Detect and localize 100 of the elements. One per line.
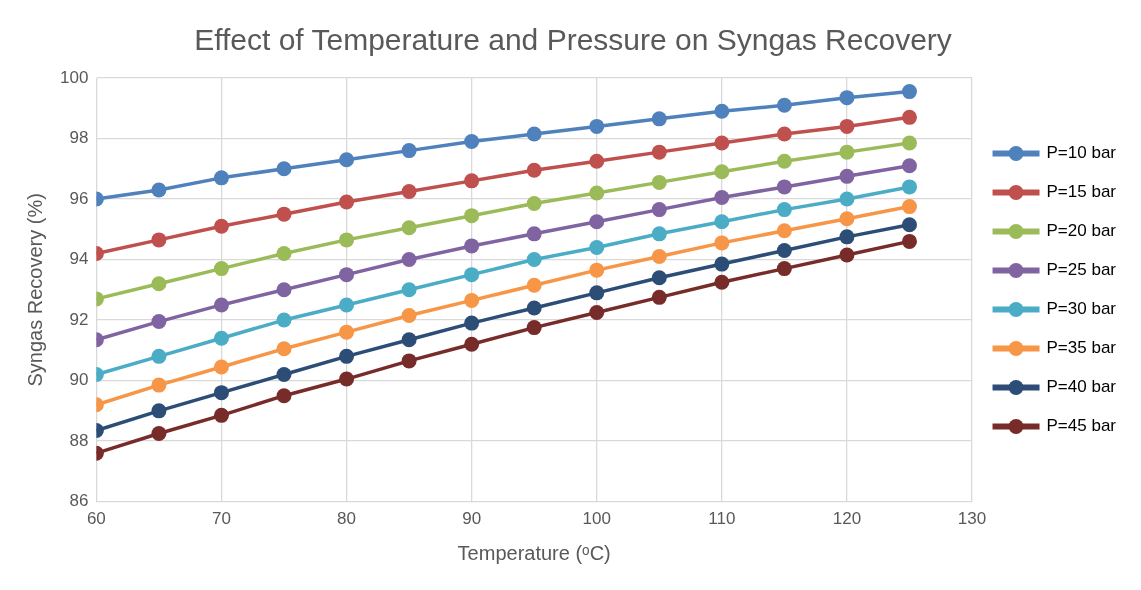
point — [151, 377, 167, 393]
point — [151, 403, 167, 419]
point — [276, 282, 292, 298]
point — [776, 242, 792, 258]
point — [651, 289, 667, 305]
point — [651, 270, 667, 286]
legend-label: P=20 bar — [1046, 221, 1117, 241]
point — [526, 300, 542, 316]
point — [213, 297, 229, 313]
y-tick-label: 90 — [69, 370, 89, 390]
point — [714, 164, 730, 180]
point — [339, 297, 355, 313]
point — [401, 143, 417, 159]
x-tick-label: 70 — [212, 509, 231, 529]
y-tick-label: 100 — [59, 67, 89, 87]
legend-label: P=15 bar — [1046, 182, 1117, 202]
x-axis-title: Temperature (ᵒC) — [457, 541, 611, 564]
point — [651, 174, 667, 190]
point — [651, 202, 667, 218]
legend-label: P=35 bar — [1046, 338, 1117, 358]
point — [339, 324, 355, 340]
point — [714, 256, 730, 272]
y-tick-label: 92 — [69, 309, 89, 329]
legend-label: P=30 bar — [1046, 299, 1117, 319]
point — [401, 308, 417, 324]
y-tick-label: 94 — [69, 249, 89, 269]
point — [276, 367, 292, 383]
point — [526, 126, 542, 142]
point — [651, 111, 667, 127]
point — [464, 173, 480, 189]
point — [276, 245, 292, 261]
point — [901, 84, 917, 100]
point — [526, 226, 542, 242]
point — [839, 144, 855, 160]
point — [589, 262, 605, 278]
point — [526, 252, 542, 268]
point — [901, 135, 917, 151]
legend-label: P=40 bar — [1046, 377, 1117, 397]
legend-label: P=45 bar — [1046, 416, 1117, 436]
point — [464, 238, 480, 254]
point — [213, 330, 229, 346]
point — [339, 232, 355, 248]
point — [276, 161, 292, 177]
point — [776, 126, 792, 142]
point — [339, 152, 355, 168]
x-tick-label: 90 — [462, 509, 482, 529]
point — [651, 249, 667, 265]
point — [464, 315, 480, 331]
point — [151, 182, 167, 198]
point — [464, 292, 480, 308]
point — [276, 341, 292, 357]
point — [526, 196, 542, 212]
point — [901, 199, 917, 215]
point — [464, 208, 480, 224]
point — [651, 144, 667, 160]
point — [526, 277, 542, 293]
point — [839, 191, 855, 207]
point — [213, 359, 229, 375]
point — [339, 348, 355, 364]
point — [839, 90, 855, 106]
point — [589, 214, 605, 230]
point — [839, 229, 855, 245]
point — [589, 118, 605, 134]
y-axis-title: Syngas Recovery (%) — [23, 193, 46, 387]
point — [526, 162, 542, 178]
point — [464, 336, 480, 352]
point — [589, 153, 605, 169]
point — [714, 274, 730, 290]
chart-title: Effect of Temperature and Pressure on Syngas Recovery — [194, 23, 952, 57]
point — [401, 332, 417, 348]
point — [589, 185, 605, 201]
point — [213, 261, 229, 277]
x-tick-label: 130 — [957, 509, 987, 529]
point — [464, 134, 480, 150]
point — [589, 304, 605, 320]
point — [401, 282, 417, 298]
x-tick-label: 60 — [86, 509, 106, 529]
point — [714, 235, 730, 251]
legend-label: P=25 bar — [1046, 260, 1117, 280]
point — [776, 261, 792, 277]
point — [401, 252, 417, 268]
point — [714, 103, 730, 119]
point — [839, 168, 855, 184]
point — [151, 426, 167, 442]
point — [339, 267, 355, 283]
y-tick-label: 98 — [69, 128, 89, 148]
point — [339, 371, 355, 387]
point — [213, 385, 229, 401]
point — [901, 217, 917, 233]
point — [901, 158, 917, 174]
point — [151, 232, 167, 248]
point — [276, 206, 292, 222]
x-tick-label: 80 — [337, 509, 357, 529]
point — [213, 218, 229, 234]
point — [151, 314, 167, 330]
point — [526, 320, 542, 336]
point — [839, 118, 855, 134]
y-tick-label: 86 — [69, 491, 89, 511]
point — [901, 179, 917, 195]
point — [776, 97, 792, 113]
